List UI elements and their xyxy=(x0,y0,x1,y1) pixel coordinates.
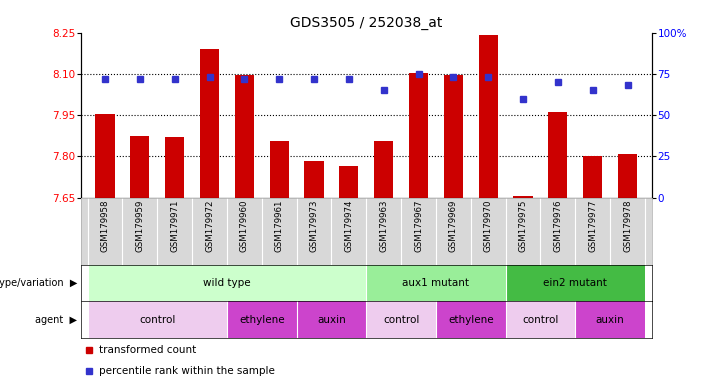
Bar xyxy=(436,301,505,338)
Text: GSM179978: GSM179978 xyxy=(623,200,632,252)
Bar xyxy=(304,161,324,198)
Bar xyxy=(270,141,289,198)
Bar xyxy=(374,141,393,198)
Text: GSM179973: GSM179973 xyxy=(310,200,318,252)
Bar xyxy=(618,154,637,198)
Bar xyxy=(576,301,645,338)
Text: GSM179958: GSM179958 xyxy=(100,200,109,252)
Bar xyxy=(88,301,227,338)
Text: percentile rank within the sample: percentile rank within the sample xyxy=(99,366,275,376)
Text: GSM179960: GSM179960 xyxy=(240,200,249,252)
Bar xyxy=(367,301,436,338)
Text: genotype/variation  ▶: genotype/variation ▶ xyxy=(0,278,77,288)
Bar xyxy=(505,265,645,301)
Bar xyxy=(130,136,149,198)
Text: auxin: auxin xyxy=(317,314,346,325)
Text: GSM179976: GSM179976 xyxy=(553,200,562,252)
Bar xyxy=(583,156,602,198)
Text: GSM179963: GSM179963 xyxy=(379,200,388,252)
Bar xyxy=(88,265,366,301)
Text: GSM179969: GSM179969 xyxy=(449,200,458,252)
Bar xyxy=(339,166,358,198)
Text: agent  ▶: agent ▶ xyxy=(35,314,77,325)
Text: ein2 mutant: ein2 mutant xyxy=(543,278,607,288)
Text: GSM179959: GSM179959 xyxy=(135,200,144,252)
Text: ethylene: ethylene xyxy=(239,314,285,325)
Text: transformed count: transformed count xyxy=(99,345,196,355)
Title: GDS3505 / 252038_at: GDS3505 / 252038_at xyxy=(290,16,442,30)
Text: wild type: wild type xyxy=(203,278,251,288)
Bar xyxy=(227,301,297,338)
Text: GSM179970: GSM179970 xyxy=(484,200,493,252)
Text: control: control xyxy=(522,314,559,325)
Text: aux1 mutant: aux1 mutant xyxy=(402,278,470,288)
Text: GSM179972: GSM179972 xyxy=(205,200,214,252)
Text: control: control xyxy=(383,314,419,325)
Bar xyxy=(367,265,505,301)
Text: GSM179974: GSM179974 xyxy=(344,200,353,252)
Text: GSM179961: GSM179961 xyxy=(275,200,284,252)
Text: auxin: auxin xyxy=(596,314,625,325)
Bar xyxy=(165,137,184,198)
Text: GSM179971: GSM179971 xyxy=(170,200,179,252)
Text: GSM179977: GSM179977 xyxy=(588,200,597,252)
Bar xyxy=(505,301,576,338)
Bar xyxy=(297,301,366,338)
Bar xyxy=(200,49,219,198)
Bar xyxy=(409,73,428,198)
Bar xyxy=(444,75,463,198)
Bar xyxy=(95,114,114,198)
Bar xyxy=(235,75,254,198)
Bar xyxy=(548,113,567,198)
Bar xyxy=(479,35,498,198)
Text: GSM179975: GSM179975 xyxy=(519,200,528,252)
Text: GSM179967: GSM179967 xyxy=(414,200,423,252)
Bar xyxy=(513,196,533,198)
Text: ethylene: ethylene xyxy=(448,314,494,325)
Text: control: control xyxy=(139,314,175,325)
